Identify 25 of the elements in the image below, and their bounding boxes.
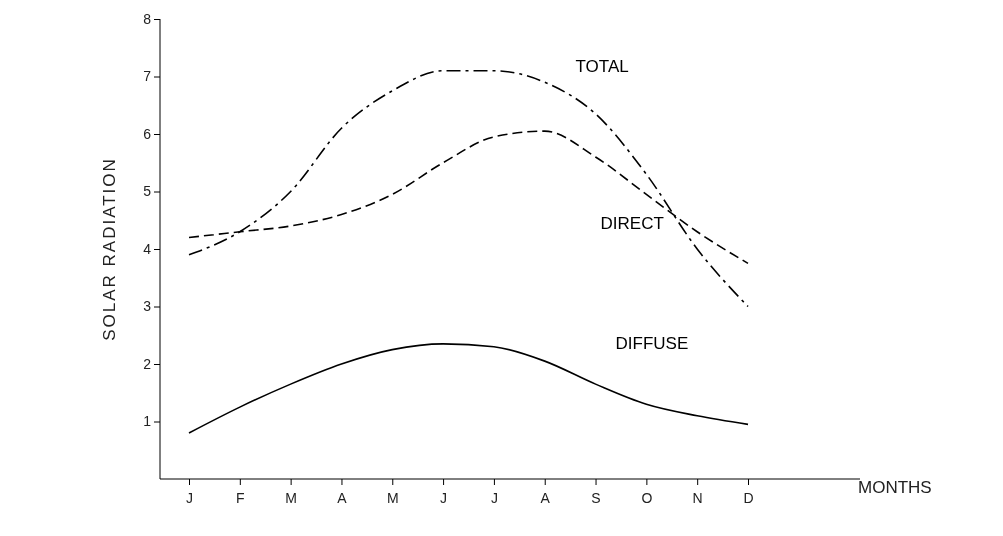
x-axis-title: MONTHS [858, 478, 932, 497]
y-tick-label: 7 [143, 68, 152, 85]
y-tick-label: 1 [143, 413, 152, 430]
x-tick-label: M [285, 490, 297, 507]
x-tick-label: A [540, 490, 551, 507]
text: DIFFUSE [615, 334, 689, 354]
y-tick-label: 4 [143, 240, 152, 257]
y-tick-label: 6 [143, 125, 152, 142]
x-tick-label: F [236, 490, 245, 507]
x-tick-label: N [692, 490, 703, 507]
x-tick-label: J [186, 490, 193, 507]
x-tick-label: A [337, 490, 348, 507]
y-tick-label: 3 [143, 298, 152, 315]
x-tick-label: J [440, 490, 448, 507]
x-tick-label: D [743, 490, 754, 507]
series-label: TOTAL [575, 56, 629, 76]
x-tick-label: M [386, 490, 399, 507]
x-tick-label: O [641, 490, 653, 507]
y-tick-label: 8 [143, 10, 152, 27]
y-tick-label: 5 [143, 183, 152, 200]
series-label: DIRECT [600, 214, 664, 233]
x-tick-label: J [490, 490, 498, 507]
x-tick-label: S [591, 490, 601, 507]
y-axis-title: SOLAR RADIATION [100, 157, 119, 341]
y-tick-label: 2 [143, 355, 152, 372]
